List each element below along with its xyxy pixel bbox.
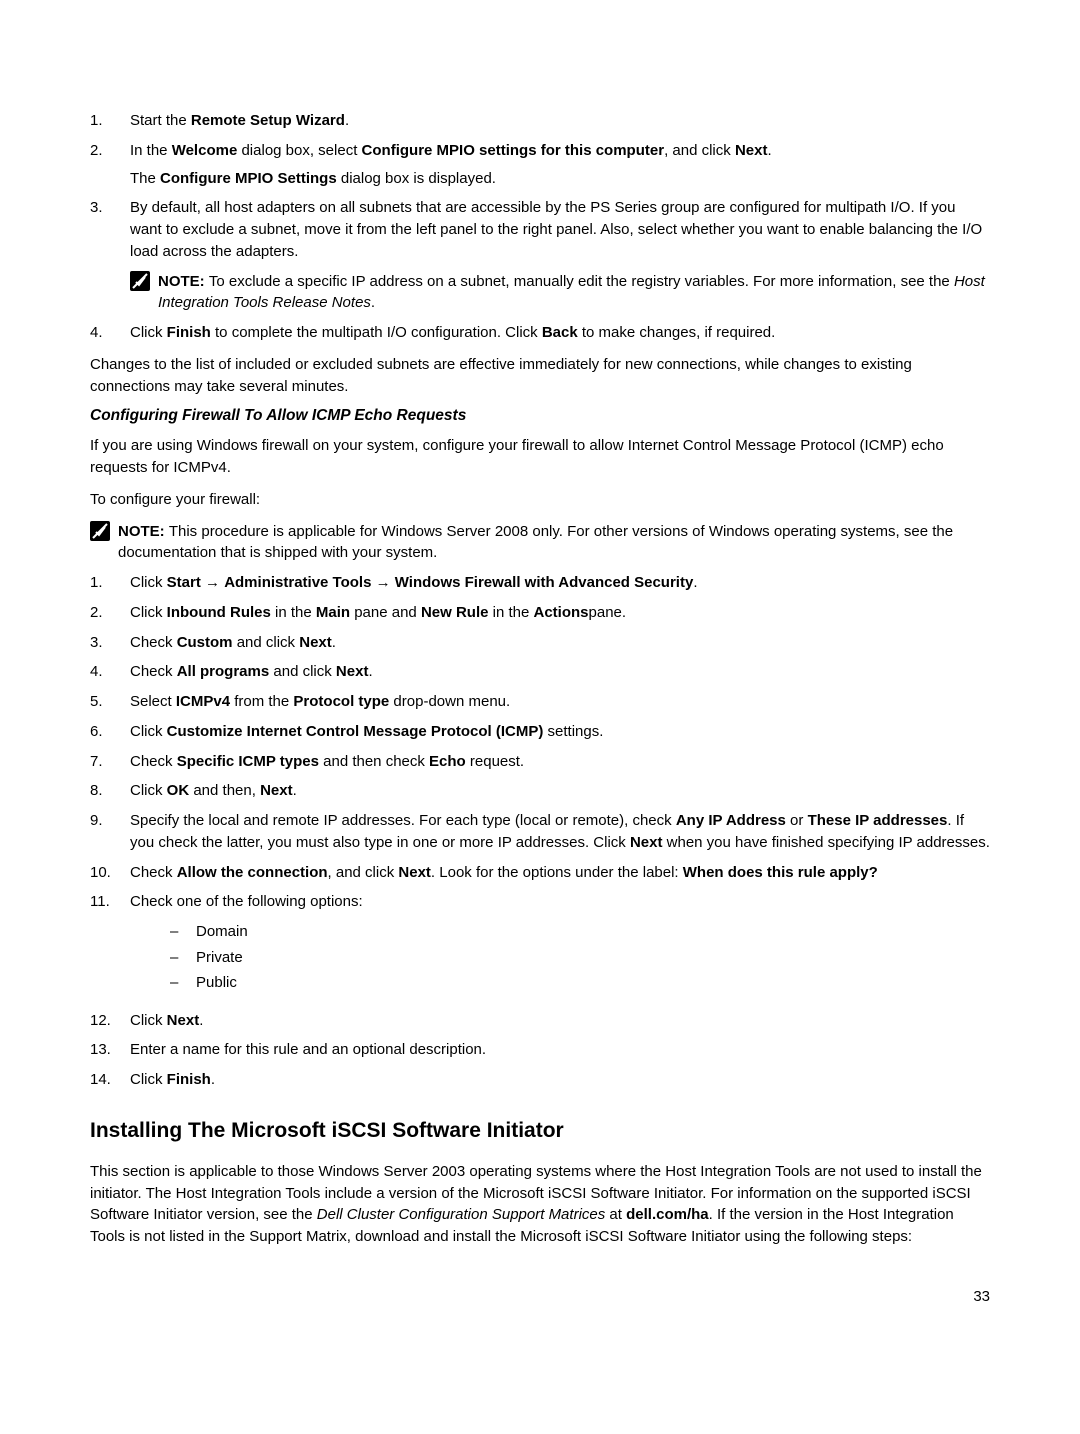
list-item: 11. Check one of the following options: … xyxy=(90,891,990,1001)
list-number: 3. xyxy=(90,197,130,262)
list-body: Check Custom and click Next. xyxy=(130,632,990,654)
list-number: 5. xyxy=(90,691,130,713)
list-item: 2. Click Inbound Rules in the Main pane … xyxy=(90,602,990,624)
list-number: 10. xyxy=(90,862,130,884)
list-body: In the Welcome dialog box, select Config… xyxy=(130,140,990,190)
list-body: Check All programs and click Next. xyxy=(130,661,990,683)
list-item: 7. Check Specific ICMP types and then ch… xyxy=(90,751,990,773)
list-item: 2. In the Welcome dialog box, select Con… xyxy=(90,140,990,190)
dash-item: –Domain xyxy=(170,919,990,945)
document-page: 1. Start the Remote Setup Wizard. 2. In … xyxy=(0,0,1080,1365)
page-number: 33 xyxy=(90,1288,990,1305)
list-number: 4. xyxy=(90,661,130,683)
list-item: 1. Start the Remote Setup Wizard. xyxy=(90,110,990,132)
list-number: 1. xyxy=(90,572,130,594)
list-number: 13. xyxy=(90,1039,130,1061)
list-body: Check Allow the connection, and click Ne… xyxy=(130,862,990,884)
list-body: Click OK and then, Next. xyxy=(130,780,990,802)
list-item: 1. Click Start → Administrative Tools → … xyxy=(90,572,990,594)
list-item: 4. Click Finish to complete the multipat… xyxy=(90,322,990,344)
note-block: NOTE: To exclude a specific IP address o… xyxy=(130,271,990,315)
list-number: 11. xyxy=(90,891,130,1001)
list-item: 8. Click OK and then, Next. xyxy=(90,780,990,802)
list-number: 9. xyxy=(90,810,130,854)
heading-2: Installing The Microsoft iSCSI Software … xyxy=(90,1119,990,1143)
dash-item: –Private xyxy=(170,945,990,971)
list-number: 8. xyxy=(90,780,130,802)
list-item: 13. Enter a name for this rule and an op… xyxy=(90,1039,990,1061)
list-body: Check one of the following options: –Dom… xyxy=(130,891,990,1001)
list-body: Start the Remote Setup Wizard. xyxy=(130,110,990,132)
list-number: 14. xyxy=(90,1069,130,1091)
list-number: 7. xyxy=(90,751,130,773)
list-number: 6. xyxy=(90,721,130,743)
list-item: 14. Click Finish. xyxy=(90,1069,990,1091)
dash-item: –Public xyxy=(170,970,990,996)
list-body: Select ICMPv4 from the Protocol type dro… xyxy=(130,691,990,713)
list-body: Click Customize Internet Control Message… xyxy=(130,721,990,743)
list-body: Specify the local and remote IP addresse… xyxy=(130,810,990,854)
list-body: Click Start → Administrative Tools → Win… xyxy=(130,572,990,594)
list-subline: The Configure MPIO Settings dialog box i… xyxy=(130,168,990,190)
list-item: 12. Click Next. xyxy=(90,1010,990,1032)
note-text: NOTE: To exclude a specific IP address o… xyxy=(158,271,990,315)
heading-3: Configuring Firewall To Allow ICMP Echo … xyxy=(90,407,990,425)
list-item: 3. Check Custom and click Next. xyxy=(90,632,990,654)
list-body: Click Inbound Rules in the Main pane and… xyxy=(130,602,990,624)
list-number: 1. xyxy=(90,110,130,132)
list-number: 3. xyxy=(90,632,130,654)
paragraph: This section is applicable to those Wind… xyxy=(90,1161,990,1248)
paragraph: To configure your firewall: xyxy=(90,489,990,511)
note-icon xyxy=(90,521,118,565)
list-item: 4. Check All programs and click Next. xyxy=(90,661,990,683)
list-body: Click Finish to complete the multipath I… xyxy=(130,322,990,344)
list-body: Enter a name for this rule and an option… xyxy=(130,1039,990,1061)
list-body: Check Specific ICMP types and then check… xyxy=(130,751,990,773)
list-item: 3. By default, all host adapters on all … xyxy=(90,197,990,262)
list-number: 4. xyxy=(90,322,130,344)
paragraph: If you are using Windows firewall on you… xyxy=(90,435,990,479)
list-item: 5. Select ICMPv4 from the Protocol type … xyxy=(90,691,990,713)
note-icon xyxy=(130,271,158,315)
list-body: By default, all host adapters on all sub… xyxy=(130,197,990,262)
list-body: Click Next. xyxy=(130,1010,990,1032)
list-item: 6. Click Customize Internet Control Mess… xyxy=(90,721,990,743)
list-item: 9. Specify the local and remote IP addre… xyxy=(90,810,990,854)
list-body: Click Finish. xyxy=(130,1069,990,1091)
list-number: 2. xyxy=(90,602,130,624)
paragraph: Changes to the list of included or exclu… xyxy=(90,354,990,398)
list-item: 10. Check Allow the connection, and clic… xyxy=(90,862,990,884)
note-block: NOTE: This procedure is applicable for W… xyxy=(90,521,990,565)
list-number: 12. xyxy=(90,1010,130,1032)
list-number: 2. xyxy=(90,140,130,190)
dash-list: –Domain –Private –Public xyxy=(170,919,990,996)
note-text: NOTE: This procedure is applicable for W… xyxy=(118,521,990,565)
